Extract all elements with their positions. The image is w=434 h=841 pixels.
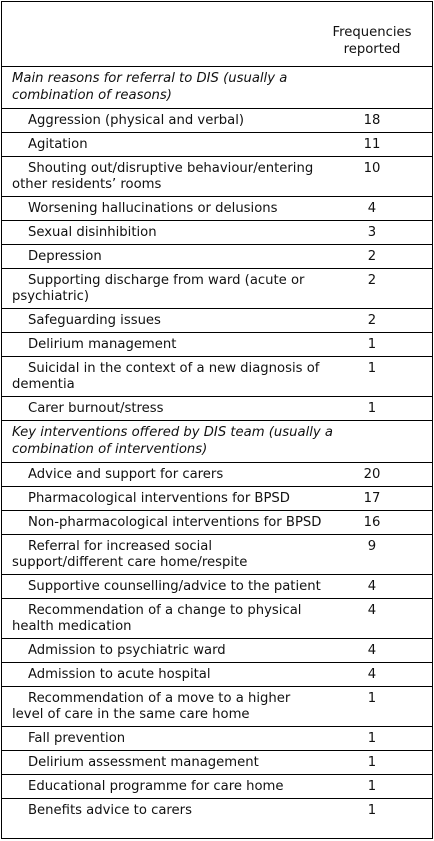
row-value: 1 — [367, 691, 377, 706]
row-label: Agitation — [28, 137, 88, 152]
row-label: Suicidal in the context of a new diagnos… — [12, 361, 320, 392]
row-label: Recommendation of a change to physical h… — [12, 603, 302, 634]
row-label: Benefits advice to carers — [28, 803, 192, 818]
row-label: Supporting discharge from ward (acute or… — [12, 273, 305, 304]
table-row: Depression 2 — [2, 245, 432, 269]
row-label: Aggression (physical and verbal) — [28, 113, 245, 128]
table-row: Sexual disinhibition 3 — [2, 221, 432, 245]
row-value: 1 — [367, 337, 377, 352]
row-label: Supportive counselling/advice to the pat… — [28, 579, 321, 594]
row-label: Pharmacological interventions for BPSD — [28, 491, 290, 506]
row-value: 3 — [367, 225, 377, 240]
table-row: Admission to psychiatric ward 4 — [2, 639, 432, 663]
row-label: Worsening hallucinations or delusions — [28, 201, 278, 216]
row-value: 4 — [367, 667, 377, 682]
table-row: Supporting discharge from ward (acute or… — [2, 269, 432, 309]
table-row: Carer burnout/stress 1 — [2, 397, 432, 421]
row-value: 1 — [367, 803, 377, 818]
row-value: 4 — [367, 643, 377, 658]
row-label: Admission to acute hospital — [28, 667, 211, 682]
table-row: Referral for increased social support/di… — [2, 535, 432, 575]
row-value: 4 — [367, 603, 377, 618]
table-row: Admission to acute hospital 4 — [2, 663, 432, 687]
row-label: Educational programme for care home — [28, 779, 284, 794]
section-title: Main reasons for referral to DIS (usuall… — [12, 71, 288, 103]
row-label: Depression — [28, 249, 102, 264]
table-row: Shouting out/disruptive behaviour/enteri… — [2, 157, 432, 197]
table-row: Delirium assessment management 1 — [2, 751, 432, 775]
section-key-interventions: Key interventions offered by DIS team (u… — [2, 421, 432, 463]
row-value: 1 — [367, 731, 377, 746]
column-header-frequencies: Frequencies reported — [332, 25, 412, 57]
table-row: Safeguarding issues 2 — [2, 309, 432, 333]
row-label: Advice and support for carers — [28, 467, 224, 482]
row-label: Referral for increased social support/di… — [12, 539, 248, 570]
row-label: Fall prevention — [28, 731, 126, 746]
table-row: Educational programme for care home 1 — [2, 775, 432, 799]
row-label: Carer burnout/stress — [28, 401, 164, 416]
row-label: Safeguarding issues — [28, 313, 161, 328]
row-label: Shouting out/disruptive behaviour/enteri… — [12, 161, 314, 192]
row-value: 4 — [367, 201, 377, 216]
row-label: Sexual disinhibition — [28, 225, 157, 240]
row-label: Recommendation of a move to a higher lev… — [12, 691, 291, 722]
table-row: Recommendation of a move to a higher lev… — [2, 687, 432, 727]
row-value: 2 — [367, 313, 377, 328]
row-value: 20 — [363, 467, 381, 482]
row-value: 11 — [363, 137, 381, 152]
table-row: Suicidal in the context of a new diagnos… — [2, 357, 432, 397]
row-label: Non-pharmacological interventions for BP… — [28, 515, 322, 530]
row-value: 18 — [363, 113, 381, 128]
table-row: Aggression (physical and verbal) 18 — [2, 109, 432, 133]
table-row: Pharmacological interventions for BPSD 17 — [2, 487, 432, 511]
row-label: Delirium assessment management — [28, 755, 259, 770]
row-value: 10 — [363, 161, 381, 176]
table-row: Delirium management 1 — [2, 333, 432, 357]
table-header: Frequencies reported — [2, 2, 432, 67]
section-referral-reasons: Main reasons for referral to DIS (usuall… — [2, 67, 432, 109]
row-label: Delirium management — [28, 337, 177, 352]
row-label: Admission to psychiatric ward — [28, 643, 226, 658]
table-row: Agitation 11 — [2, 133, 432, 157]
row-value: 2 — [367, 249, 377, 264]
row-value: 1 — [367, 779, 377, 794]
row-value: 16 — [363, 515, 381, 530]
table-row: Recommendation of a change to physical h… — [2, 599, 432, 639]
row-value: 4 — [367, 579, 377, 594]
section-title: Key interventions offered by DIS team (u… — [12, 425, 334, 457]
row-value: 1 — [367, 755, 377, 770]
table-row: Supportive counselling/advice to the pat… — [2, 575, 432, 599]
table-row: Fall prevention 1 — [2, 727, 432, 751]
row-value: 17 — [363, 491, 381, 506]
table-row: Worsening hallucinations or delusions 4 — [2, 197, 432, 221]
table-row: Benefits advice to carers 1 — [2, 799, 432, 823]
row-value: 2 — [367, 273, 377, 288]
row-value: 1 — [367, 361, 377, 376]
table-row: Non-pharmacological interventions for BP… — [2, 511, 432, 535]
row-value: 9 — [367, 539, 377, 554]
table-row: Advice and support for carers 20 — [2, 463, 432, 487]
row-value: 1 — [367, 401, 377, 416]
